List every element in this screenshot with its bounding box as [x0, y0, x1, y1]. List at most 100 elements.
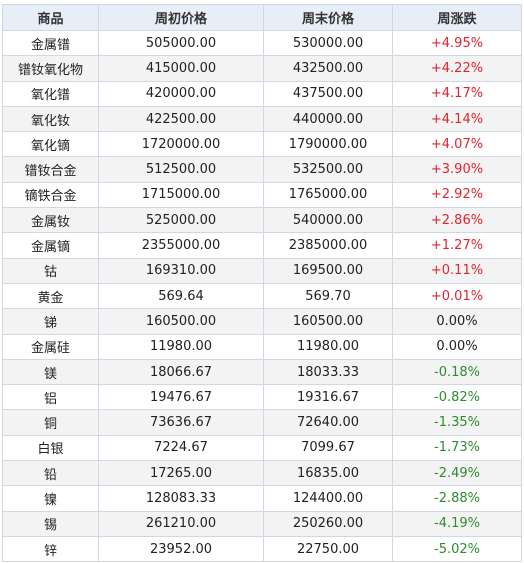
table-row: 氧化钕 422500.00 440000.00 +4.14% [2, 105, 522, 133]
start-price-cell: 7224.67 [98, 434, 264, 462]
header-weekly-change: 周涨跌 [392, 4, 522, 31]
table-row: 氧化镝 1720000.00 1790000.00 +4.07% [2, 131, 522, 158]
table-row: 镁 18066.67 18033.33 -0.18% [2, 358, 522, 386]
end-price-cell: 160500.00 [263, 308, 393, 335]
table-row: 白银 7224.67 7099.67 -1.73% [2, 434, 522, 462]
change-cell: +0.01% [392, 282, 522, 310]
table-row: 锌 23952.00 22750.00 -5.02% [2, 535, 522, 563]
table-row: 镍 128083.33 124400.00 -2.88% [2, 485, 522, 512]
table-body: 金属镨 505000.00 530000.00 +4.95% 镨钕氧化物 415000.0… [2, 29, 522, 563]
commodity-cell: 金属硅 [2, 333, 99, 360]
start-price-cell: 11980.00 [98, 333, 264, 360]
change-cell: +2.86% [392, 207, 522, 234]
table-row: 铝 19476.67 19316.67 -0.82% [2, 384, 522, 411]
end-price-cell: 530000.00 [263, 29, 393, 57]
table-row: 锡 261210.00 250260.00 -4.19% [2, 510, 522, 537]
change-cell: 0.00% [392, 308, 522, 335]
end-price-cell: 169500.00 [263, 257, 393, 284]
change-cell: -2.49% [392, 460, 522, 487]
commodity-cell: 氧化镨 [2, 80, 99, 107]
commodity-cell: 镨钕合金 [2, 156, 99, 183]
end-price-cell: 1765000.00 [263, 181, 393, 209]
end-price-cell: 7099.67 [263, 434, 393, 462]
table-row: 金属镨 505000.00 530000.00 +4.95% [2, 29, 522, 57]
table-row: 镝铁合金 1715000.00 1765000.00 +2.92% [2, 181, 522, 209]
table-row: 铅 17265.00 16835.00 -2.49% [2, 460, 522, 487]
change-cell: -0.82% [392, 384, 522, 411]
commodity-cell: 锌 [2, 535, 99, 563]
change-cell: -0.18% [392, 358, 522, 386]
end-price-cell: 19316.67 [263, 384, 393, 411]
end-price-cell: 440000.00 [263, 105, 393, 133]
commodity-cell: 氧化钕 [2, 105, 99, 133]
header-week-end-price: 周末价格 [263, 4, 393, 31]
commodity-cell: 镝铁合金 [2, 181, 99, 209]
change-cell: +4.14% [392, 105, 522, 133]
commodity-cell: 镁 [2, 358, 99, 386]
header-commodity: 商品 [2, 4, 99, 31]
start-price-cell: 160500.00 [98, 308, 264, 335]
table-row: 钴 169310.00 169500.00 +0.11% [2, 257, 522, 284]
table-row: 铜 73636.67 72640.00 -1.35% [2, 409, 522, 436]
table-row: 黄金 569.64 569.70 +0.01% [2, 282, 522, 310]
commodity-cell: 锑 [2, 308, 99, 335]
commodity-cell: 金属镝 [2, 232, 99, 259]
change-cell: +4.17% [392, 80, 522, 107]
start-price-cell: 17265.00 [98, 460, 264, 487]
commodity-cell: 铅 [2, 460, 99, 487]
start-price-cell: 18066.67 [98, 358, 264, 386]
change-cell: +3.90% [392, 156, 522, 183]
header-week-start-price: 周初价格 [98, 4, 264, 31]
start-price-cell: 1715000.00 [98, 181, 264, 209]
end-price-cell: 18033.33 [263, 358, 393, 386]
start-price-cell: 261210.00 [98, 510, 264, 537]
commodity-cell: 镨钕氧化物 [2, 55, 99, 82]
table-row: 镨钕氧化物 415000.00 432500.00 +4.22% [2, 55, 522, 82]
end-price-cell: 250260.00 [263, 510, 393, 537]
end-price-cell: 540000.00 [263, 207, 393, 234]
commodity-cell: 锡 [2, 510, 99, 537]
end-price-cell: 2385000.00 [263, 232, 393, 259]
change-cell: +4.95% [392, 29, 522, 57]
commodity-cell: 金属钕 [2, 207, 99, 234]
start-price-cell: 2355000.00 [98, 232, 264, 259]
table-row: 金属钕 525000.00 540000.00 +2.86% [2, 207, 522, 234]
change-cell: +0.11% [392, 257, 522, 284]
table-row: 氧化镨 420000.00 437500.00 +4.17% [2, 80, 522, 107]
start-price-cell: 569.64 [98, 282, 264, 310]
commodity-cell: 铝 [2, 384, 99, 411]
commodity-cell: 镍 [2, 485, 99, 512]
change-cell: +4.22% [392, 55, 522, 82]
commodity-cell: 铜 [2, 409, 99, 436]
end-price-cell: 532500.00 [263, 156, 393, 183]
change-cell: -5.02% [392, 535, 522, 563]
start-price-cell: 422500.00 [98, 105, 264, 133]
change-cell: +4.07% [392, 131, 522, 158]
end-price-cell: 1790000.00 [263, 131, 393, 158]
change-cell: -1.35% [392, 409, 522, 436]
table-row: 金属镝 2355000.00 2385000.00 +1.27% [2, 232, 522, 259]
start-price-cell: 420000.00 [98, 80, 264, 107]
change-cell: 0.00% [392, 333, 522, 360]
start-price-cell: 73636.67 [98, 409, 264, 436]
table-row: 镨钕合金 512500.00 532500.00 +3.90% [2, 156, 522, 183]
end-price-cell: 124400.00 [263, 485, 393, 512]
end-price-cell: 22750.00 [263, 535, 393, 563]
change-cell: +1.27% [392, 232, 522, 259]
end-price-cell: 72640.00 [263, 409, 393, 436]
table-header: 商品 周初价格 周末价格 周涨跌 [2, 4, 522, 31]
start-price-cell: 1720000.00 [98, 131, 264, 158]
start-price-cell: 415000.00 [98, 55, 264, 82]
start-price-cell: 128083.33 [98, 485, 264, 512]
end-price-cell: 432500.00 [263, 55, 393, 82]
change-cell: +2.92% [392, 181, 522, 209]
start-price-cell: 169310.00 [98, 257, 264, 284]
table-row: 锑 160500.00 160500.00 0.00% [2, 308, 522, 335]
commodity-cell: 金属镨 [2, 29, 99, 57]
header-row: 商品 周初价格 周末价格 周涨跌 [2, 4, 522, 31]
end-price-cell: 11980.00 [263, 333, 393, 360]
start-price-cell: 23952.00 [98, 535, 264, 563]
end-price-cell: 569.70 [263, 282, 393, 310]
start-price-cell: 19476.67 [98, 384, 264, 411]
start-price-cell: 525000.00 [98, 207, 264, 234]
